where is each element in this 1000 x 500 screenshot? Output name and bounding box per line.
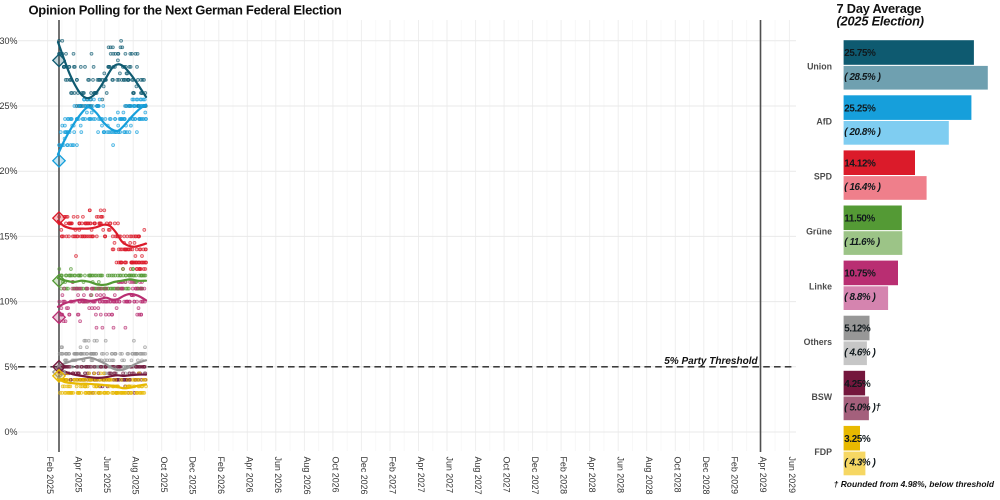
svg-text:FDP: FDP [814,447,832,457]
svg-text:Jun 2027: Jun 2027 [444,457,454,494]
svg-text:Apr 2025: Apr 2025 [74,457,84,493]
svg-text:0%: 0% [4,427,17,437]
svg-text:Opinion Polling for the Next G: Opinion Polling for the Next German Fede… [29,3,342,18]
svg-text:Dec 2025: Dec 2025 [188,457,198,495]
svg-text:( 28.5% ): ( 28.5% ) [844,72,880,83]
svg-text:(2025 Election): (2025 Election) [837,14,924,29]
svg-text:14.12%: 14.12% [844,158,876,169]
svg-text:30%: 30% [0,36,18,46]
svg-text:3.25%: 3.25% [844,434,871,445]
svg-text:Feb 2029: Feb 2029 [730,457,740,495]
svg-text:Dec 2028: Dec 2028 [701,457,711,495]
svg-text:7 Day Average: 7 Day Average [837,1,922,16]
svg-text:25.25%: 25.25% [844,103,876,114]
svg-text:Aug 2025: Aug 2025 [131,457,141,495]
svg-text:Oct 2028: Oct 2028 [673,457,683,493]
svg-text:Oct 2025: Oct 2025 [159,457,169,493]
svg-text:( 8.8% ): ( 8.8% ) [844,292,875,303]
svg-text:4.25%: 4.25% [844,379,871,390]
svg-text:Jun 2025: Jun 2025 [102,457,112,494]
svg-text:5% Party Threshold: 5% Party Threshold [664,356,758,367]
svg-text:Apr 2026: Apr 2026 [245,457,255,493]
svg-text:10.75%: 10.75% [844,269,876,280]
svg-text:5.12%: 5.12% [844,324,871,335]
svg-text:( 16.4% ): ( 16.4% ) [844,182,880,193]
svg-text:Apr 2027: Apr 2027 [416,457,426,493]
svg-text:Linke: Linke [809,282,832,292]
svg-text:11.50%: 11.50% [844,214,875,225]
svg-text:Jun 2026: Jun 2026 [273,457,283,494]
svg-text:Apr 2028: Apr 2028 [587,457,597,493]
svg-text:Aug 2026: Aug 2026 [302,457,312,495]
svg-text:( 5.0% )†: ( 5.0% )† [844,402,881,413]
svg-text:AfD: AfD [816,116,832,126]
svg-text:( 11.6% ): ( 11.6% ) [844,237,880,248]
svg-text:Others: Others [804,337,832,347]
svg-text:BSW: BSW [811,392,832,402]
svg-text:Feb 2028: Feb 2028 [559,457,569,495]
svg-text:Feb 2026: Feb 2026 [216,457,226,495]
svg-text:5%: 5% [4,362,17,372]
svg-text:Dec 2027: Dec 2027 [530,457,540,495]
svg-text:15%: 15% [0,231,18,241]
svg-text:Oct 2026: Oct 2026 [330,457,340,493]
svg-text:( 4.3% ): ( 4.3% ) [844,458,875,469]
svg-text:Grüne: Grüne [806,227,832,237]
svg-text:SPD: SPD [814,172,832,182]
svg-text:Jun 2029: Jun 2029 [787,457,797,494]
svg-text:25%: 25% [0,101,18,111]
svg-text:( 4.6% ): ( 4.6% ) [844,347,875,358]
svg-text:Dec 2026: Dec 2026 [359,457,369,495]
svg-text:Aug 2028: Aug 2028 [644,457,654,495]
svg-text:† Rounded from 4.98%, below th: † Rounded from 4.98%, below threshold [834,479,995,489]
svg-text:Jun 2028: Jun 2028 [616,457,626,494]
svg-text:10%: 10% [0,297,18,307]
svg-text:25.75%: 25.75% [844,48,876,59]
svg-text:20%: 20% [0,166,18,176]
svg-text:Aug 2027: Aug 2027 [473,457,483,495]
svg-text:Feb 2027: Feb 2027 [387,457,397,495]
svg-text:Oct 2027: Oct 2027 [502,457,512,493]
svg-text:Feb 2025: Feb 2025 [45,457,55,495]
svg-text:Union: Union [807,61,832,71]
svg-text:Apr 2029: Apr 2029 [758,457,768,493]
svg-text:( 20.8% ): ( 20.8% ) [844,127,880,138]
